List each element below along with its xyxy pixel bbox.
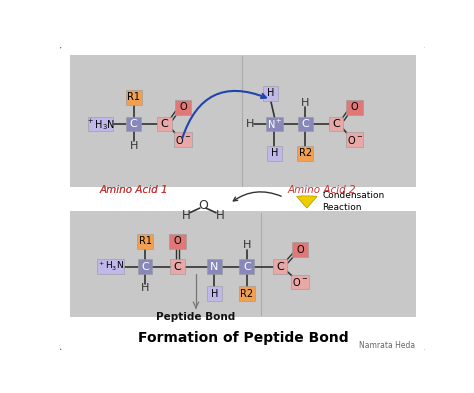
FancyBboxPatch shape xyxy=(207,286,222,301)
Text: R1: R1 xyxy=(138,236,152,246)
FancyBboxPatch shape xyxy=(239,286,255,301)
Text: O: O xyxy=(198,198,208,211)
FancyBboxPatch shape xyxy=(175,100,191,114)
Text: Amino Acid 1: Amino Acid 1 xyxy=(99,185,168,195)
FancyBboxPatch shape xyxy=(174,132,191,147)
FancyBboxPatch shape xyxy=(266,117,283,132)
Text: $^+$H$_3$N: $^+$H$_3$N xyxy=(86,117,115,132)
FancyBboxPatch shape xyxy=(264,86,278,101)
Text: C: C xyxy=(161,119,168,129)
FancyBboxPatch shape xyxy=(329,117,343,132)
FancyBboxPatch shape xyxy=(292,242,308,257)
FancyBboxPatch shape xyxy=(291,275,309,289)
Text: H: H xyxy=(216,209,224,222)
Text: N$^+$: N$^+$ xyxy=(267,118,283,131)
Text: Condensation
Reaction: Condensation Reaction xyxy=(322,191,384,211)
Text: R2: R2 xyxy=(299,149,312,158)
FancyBboxPatch shape xyxy=(59,46,427,351)
FancyBboxPatch shape xyxy=(169,234,185,248)
Text: O$^-$: O$^-$ xyxy=(292,276,308,288)
FancyBboxPatch shape xyxy=(70,211,416,317)
FancyBboxPatch shape xyxy=(126,90,142,105)
Text: Namrata Heda: Namrata Heda xyxy=(358,342,415,351)
Text: $^+$H$_3$N: $^+$H$_3$N xyxy=(97,260,124,273)
FancyBboxPatch shape xyxy=(126,117,141,132)
Text: O$^-$: O$^-$ xyxy=(346,134,363,145)
Text: O: O xyxy=(296,245,304,255)
FancyBboxPatch shape xyxy=(88,117,113,132)
FancyArrowPatch shape xyxy=(297,196,317,208)
Text: C: C xyxy=(141,262,149,272)
Text: C: C xyxy=(332,119,340,129)
Text: Amino Acid 2: Amino Acid 2 xyxy=(288,185,356,195)
Text: H: H xyxy=(246,119,254,129)
Text: H: H xyxy=(271,149,278,158)
Text: H: H xyxy=(267,88,274,98)
Text: Peptide Bond: Peptide Bond xyxy=(156,312,236,321)
FancyBboxPatch shape xyxy=(346,132,364,147)
FancyBboxPatch shape xyxy=(170,259,185,274)
Text: O$^-$: O$^-$ xyxy=(175,134,191,145)
FancyBboxPatch shape xyxy=(70,55,416,187)
FancyBboxPatch shape xyxy=(297,146,313,161)
FancyBboxPatch shape xyxy=(157,117,172,132)
Text: H: H xyxy=(211,288,218,299)
Text: H: H xyxy=(243,240,251,250)
Text: O: O xyxy=(173,236,181,246)
FancyBboxPatch shape xyxy=(138,259,153,274)
Text: H: H xyxy=(141,283,149,293)
Text: H: H xyxy=(129,141,138,151)
Text: R1: R1 xyxy=(127,92,140,102)
Text: Amino Acid 1: Amino Acid 1 xyxy=(99,185,168,195)
FancyArrowPatch shape xyxy=(182,91,266,138)
Text: Formation of Peptide Bond: Formation of Peptide Bond xyxy=(137,331,348,345)
FancyBboxPatch shape xyxy=(346,100,363,114)
Text: C: C xyxy=(243,262,251,272)
Text: H: H xyxy=(301,97,310,108)
Text: C: C xyxy=(301,119,309,129)
Text: R2: R2 xyxy=(240,288,253,299)
Text: O: O xyxy=(351,102,358,112)
Text: N: N xyxy=(210,262,219,272)
FancyBboxPatch shape xyxy=(298,117,313,132)
Text: C: C xyxy=(130,119,137,129)
FancyBboxPatch shape xyxy=(137,234,153,248)
Text: O: O xyxy=(179,102,187,112)
Text: H: H xyxy=(182,209,191,222)
FancyBboxPatch shape xyxy=(97,259,124,274)
FancyBboxPatch shape xyxy=(207,259,222,274)
FancyBboxPatch shape xyxy=(239,259,254,274)
FancyArrowPatch shape xyxy=(233,192,281,201)
FancyBboxPatch shape xyxy=(267,146,282,161)
FancyBboxPatch shape xyxy=(273,259,287,274)
Text: C: C xyxy=(276,262,284,272)
Text: C: C xyxy=(173,262,182,272)
